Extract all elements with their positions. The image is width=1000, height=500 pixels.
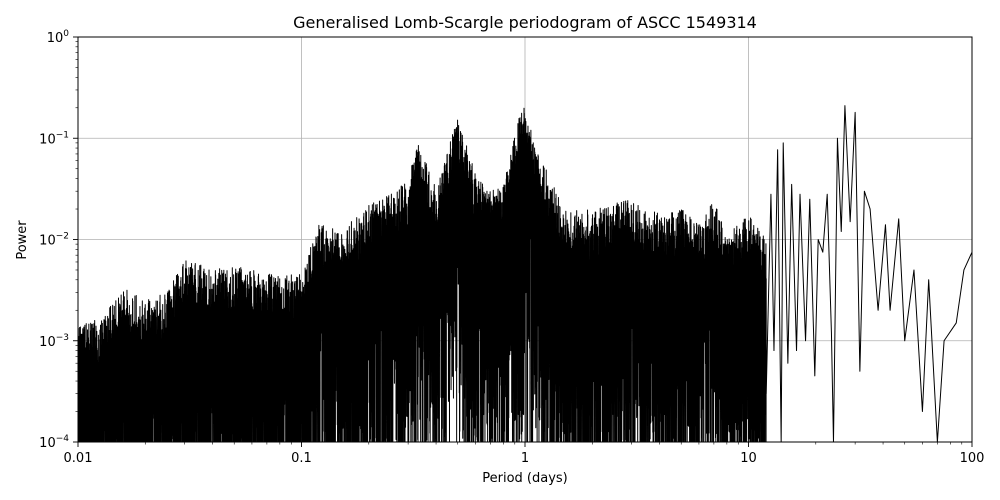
x-tick-label-4: 100 xyxy=(960,451,985,466)
y-tick-label-2: 10−2 xyxy=(39,232,69,249)
x-axis-ticks: 0.01 0.1 1 10 100 xyxy=(64,442,985,466)
x-tick-label-0: 0.01 xyxy=(64,451,93,466)
y-axis-ticks: 10−4 10−3 10−2 10−1 100 xyxy=(39,29,78,451)
y-tick-label-4: 100 xyxy=(47,29,70,46)
x-tick-label-1: 0.1 xyxy=(291,451,312,466)
y-axis-label: Power xyxy=(15,220,30,260)
x-axis-label: Period (days) xyxy=(482,471,568,486)
x-tick-label-3: 10 xyxy=(740,451,757,466)
y-tick-label-3: 10−1 xyxy=(39,130,69,147)
series-power xyxy=(77,105,973,443)
y-tick-label-0: 10−4 xyxy=(39,434,69,451)
x-tick-label-2: 1 xyxy=(521,451,529,466)
chart-title: Generalised Lomb-Scargle periodogram of … xyxy=(293,13,757,32)
y-tick-label-1: 10−3 xyxy=(39,333,69,350)
series-line xyxy=(77,105,973,443)
